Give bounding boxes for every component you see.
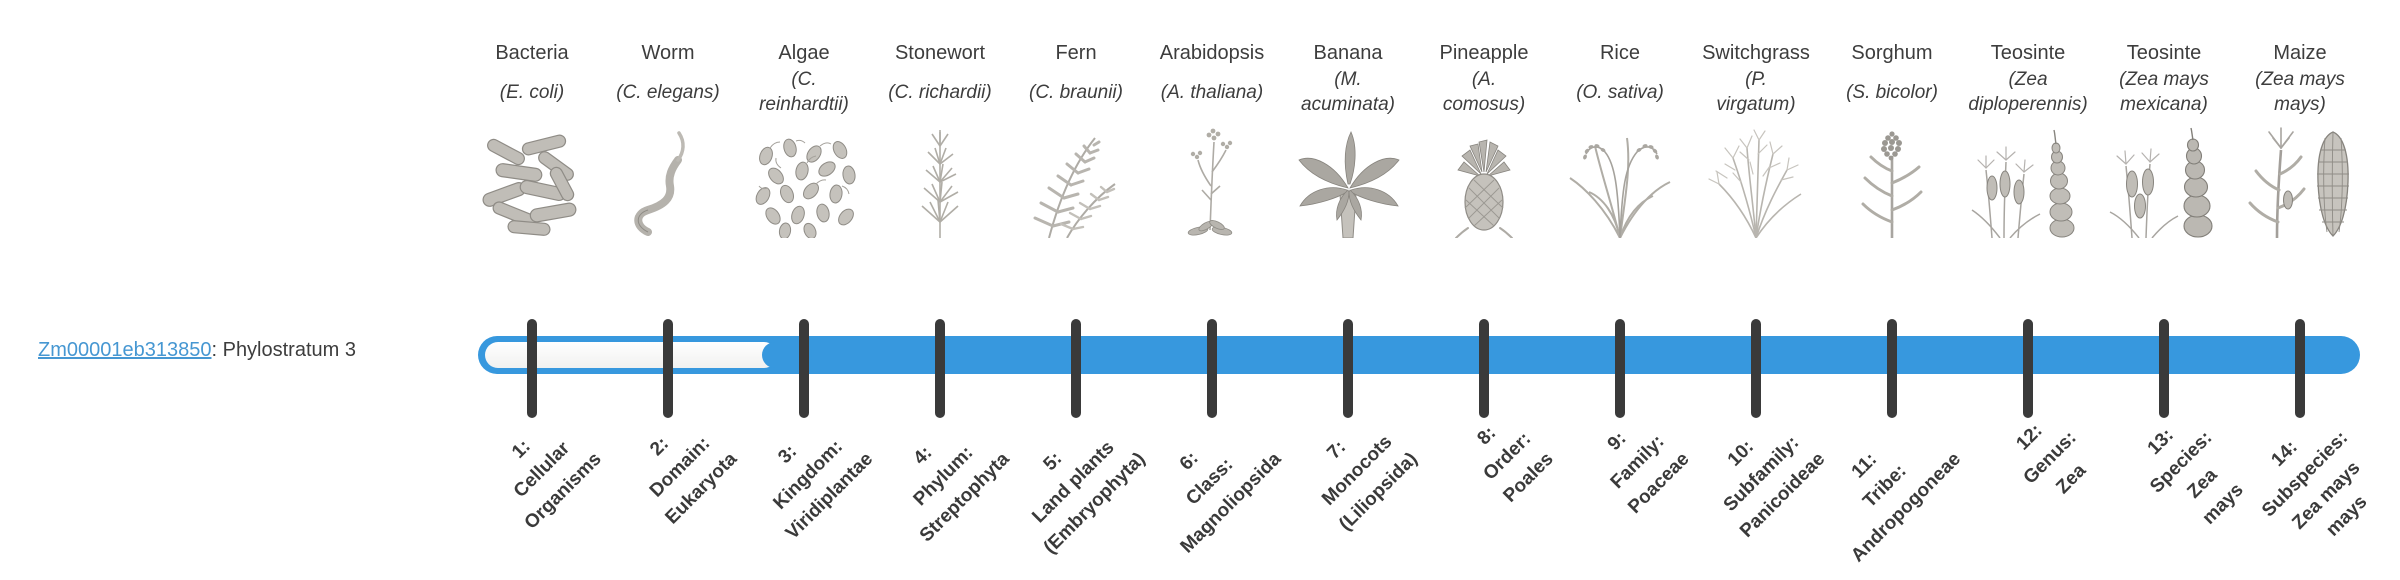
timeline-tick	[1071, 319, 1081, 418]
stratum-label: 2: Domain: Eukaryota	[646, 433, 742, 529]
stratum-label: 10: Subfamily: Panicoideae	[1720, 432, 1830, 542]
algae-icon	[736, 116, 872, 238]
organism-species-name: (C. richardii)	[888, 81, 992, 103]
organism-common-name: Maize	[2273, 42, 2327, 64]
timeline-tick	[527, 319, 537, 418]
organism-common-name: Rice	[1599, 42, 1640, 64]
organism-species-name: (C. elegans)	[616, 81, 720, 103]
stonewort-icon	[872, 116, 1008, 238]
fern-icon	[1008, 116, 1144, 238]
teosinte-diploperennis-icon	[1960, 116, 2096, 238]
column-bacteria: Bacteria (E. coli)	[464, 0, 605, 580]
column-fern: Fern (C. braunii)	[1008, 0, 1150, 580]
organism-species-name: (O. sativa)	[1576, 81, 1664, 103]
maize-icon	[2232, 116, 2368, 238]
pineapple-icon	[1416, 116, 1552, 238]
organism-common-name: Teosinte	[2126, 42, 2202, 64]
gene-stratum-text: : Phylostratum 3	[211, 339, 356, 361]
timeline-tick	[1615, 319, 1625, 418]
stratum-label: 8: Order: Poales	[1473, 422, 1558, 507]
gene-label: Zm00001eb313850: Phylostratum 3	[38, 339, 356, 362]
stratum-label: 1: Cellular Organisms	[507, 435, 606, 534]
organism-species-name: (C. braunii)	[1029, 81, 1123, 103]
timeline-tick	[935, 319, 945, 418]
organism-species-name: (C. reinhardtii)	[759, 69, 849, 115]
bacteria-icon	[464, 116, 600, 238]
stratum-label: 11: Tribe: Andropogoneae	[1847, 448, 1966, 567]
column-rice: Rice (O. sativa)	[1552, 0, 1693, 580]
timeline-tick	[2159, 319, 2169, 418]
organism-species-name: (P. virgatum)	[1716, 69, 1796, 115]
organism-species-name: (A. thaliana)	[1160, 81, 1264, 103]
organism-common-name: Stonewort	[894, 42, 986, 64]
column-pineapple: Pineapple (A. comosus)	[1416, 0, 1558, 580]
column-stonewort: Stonewort (C. richardii)	[872, 0, 1013, 580]
timeline-tick	[663, 319, 673, 418]
timeline-tick	[1207, 319, 1217, 418]
organism-common-name: Switchgrass	[1702, 42, 1810, 64]
organism-species-name: (Zea diploperennis)	[1968, 69, 2088, 115]
column-maize: Maize (Zea mays mays)	[2232, 0, 2372, 580]
rice-icon	[1552, 116, 1688, 238]
organism-common-name: Arabidopsis	[1159, 42, 1265, 64]
organism-species-name: (E. coli)	[499, 81, 565, 103]
worm-icon	[600, 116, 736, 238]
organism-species-name: (S. bicolor)	[1846, 81, 1938, 103]
switchgrass-icon	[1688, 116, 1824, 238]
organism-species-name: (A. comosus)	[1442, 69, 1526, 115]
strata-columns: Bacteria (E. coli)	[464, 0, 2372, 580]
stratum-label: 9: Family: Poaceae	[1603, 428, 1694, 518]
timeline-tick	[2295, 319, 2305, 418]
stratum-label: 3: Kingdom: Viridiplantae	[770, 436, 878, 544]
column-arabidopsis: Arabidopsis (A. thaliana)	[1144, 0, 1286, 580]
stratum-label: 14: Subspecies: Zea mays mays	[2258, 427, 2372, 541]
organism-common-name: Pineapple	[1439, 42, 1529, 64]
timeline-tick	[1887, 319, 1897, 418]
organism-species-name: (Zea mays mays)	[2255, 69, 2345, 115]
gene-id-link[interactable]: Zm00001eb313850	[38, 339, 212, 361]
column-banana: Banana (M. acuminata) 7:	[1280, 0, 1421, 580]
timeline-bar	[478, 336, 2360, 374]
organism-species-name: (M. acuminata)	[1301, 69, 1395, 115]
column-sorghum: Sorghum (S. bicolor)	[1824, 0, 1965, 580]
teosinte-mexicana-icon	[2096, 116, 2232, 238]
arabidopsis-icon	[1144, 116, 1280, 238]
sorghum-icon	[1824, 116, 1960, 238]
organism-species-name: (Zea mays mexicana)	[2119, 69, 2209, 115]
column-algae: Algae (C. reinhardtii)	[736, 0, 877, 580]
organism-common-name: Fern	[1055, 42, 1097, 64]
column-teosinte-diploperennis: Teosinte (Zea diploperennis)	[1960, 0, 2096, 580]
stratum-label: 6: Class: Magnoliopsida	[1175, 447, 1286, 558]
column-worm: Worm (C. elegans) 2: Domain: Eukaryota	[600, 0, 741, 580]
column-teosinte-mexicana: Teosinte (Zea mays mexicana)	[2096, 0, 2248, 580]
organism-common-name: Worm	[641, 42, 695, 64]
organism-common-name: Banana	[1313, 42, 1383, 64]
timeline-tick	[1479, 319, 1489, 418]
stratum-label: 12: Genus: Zea	[2011, 420, 2090, 499]
stratum-label: 5: Land plants (Embryophyta)	[1028, 437, 1150, 559]
organism-common-name: Bacteria	[495, 42, 569, 64]
stratum-label: 4: Phylum: Streptophyta	[909, 442, 1014, 547]
organism-common-name: Teosinte	[1990, 42, 2066, 64]
organism-common-name: Algae	[778, 42, 830, 64]
column-switchgrass: Switchgrass (P. virgatum)	[1688, 0, 1829, 580]
organism-common-name: Sorghum	[1851, 42, 1933, 64]
timeline-tick	[799, 319, 809, 418]
timeline-tick	[1343, 319, 1353, 418]
timeline-tick	[1751, 319, 1761, 418]
timeline-tick	[2023, 319, 2033, 418]
stratum-label: 7: Monocots (Liliopsida)	[1318, 431, 1422, 535]
banana-icon	[1280, 116, 1416, 238]
